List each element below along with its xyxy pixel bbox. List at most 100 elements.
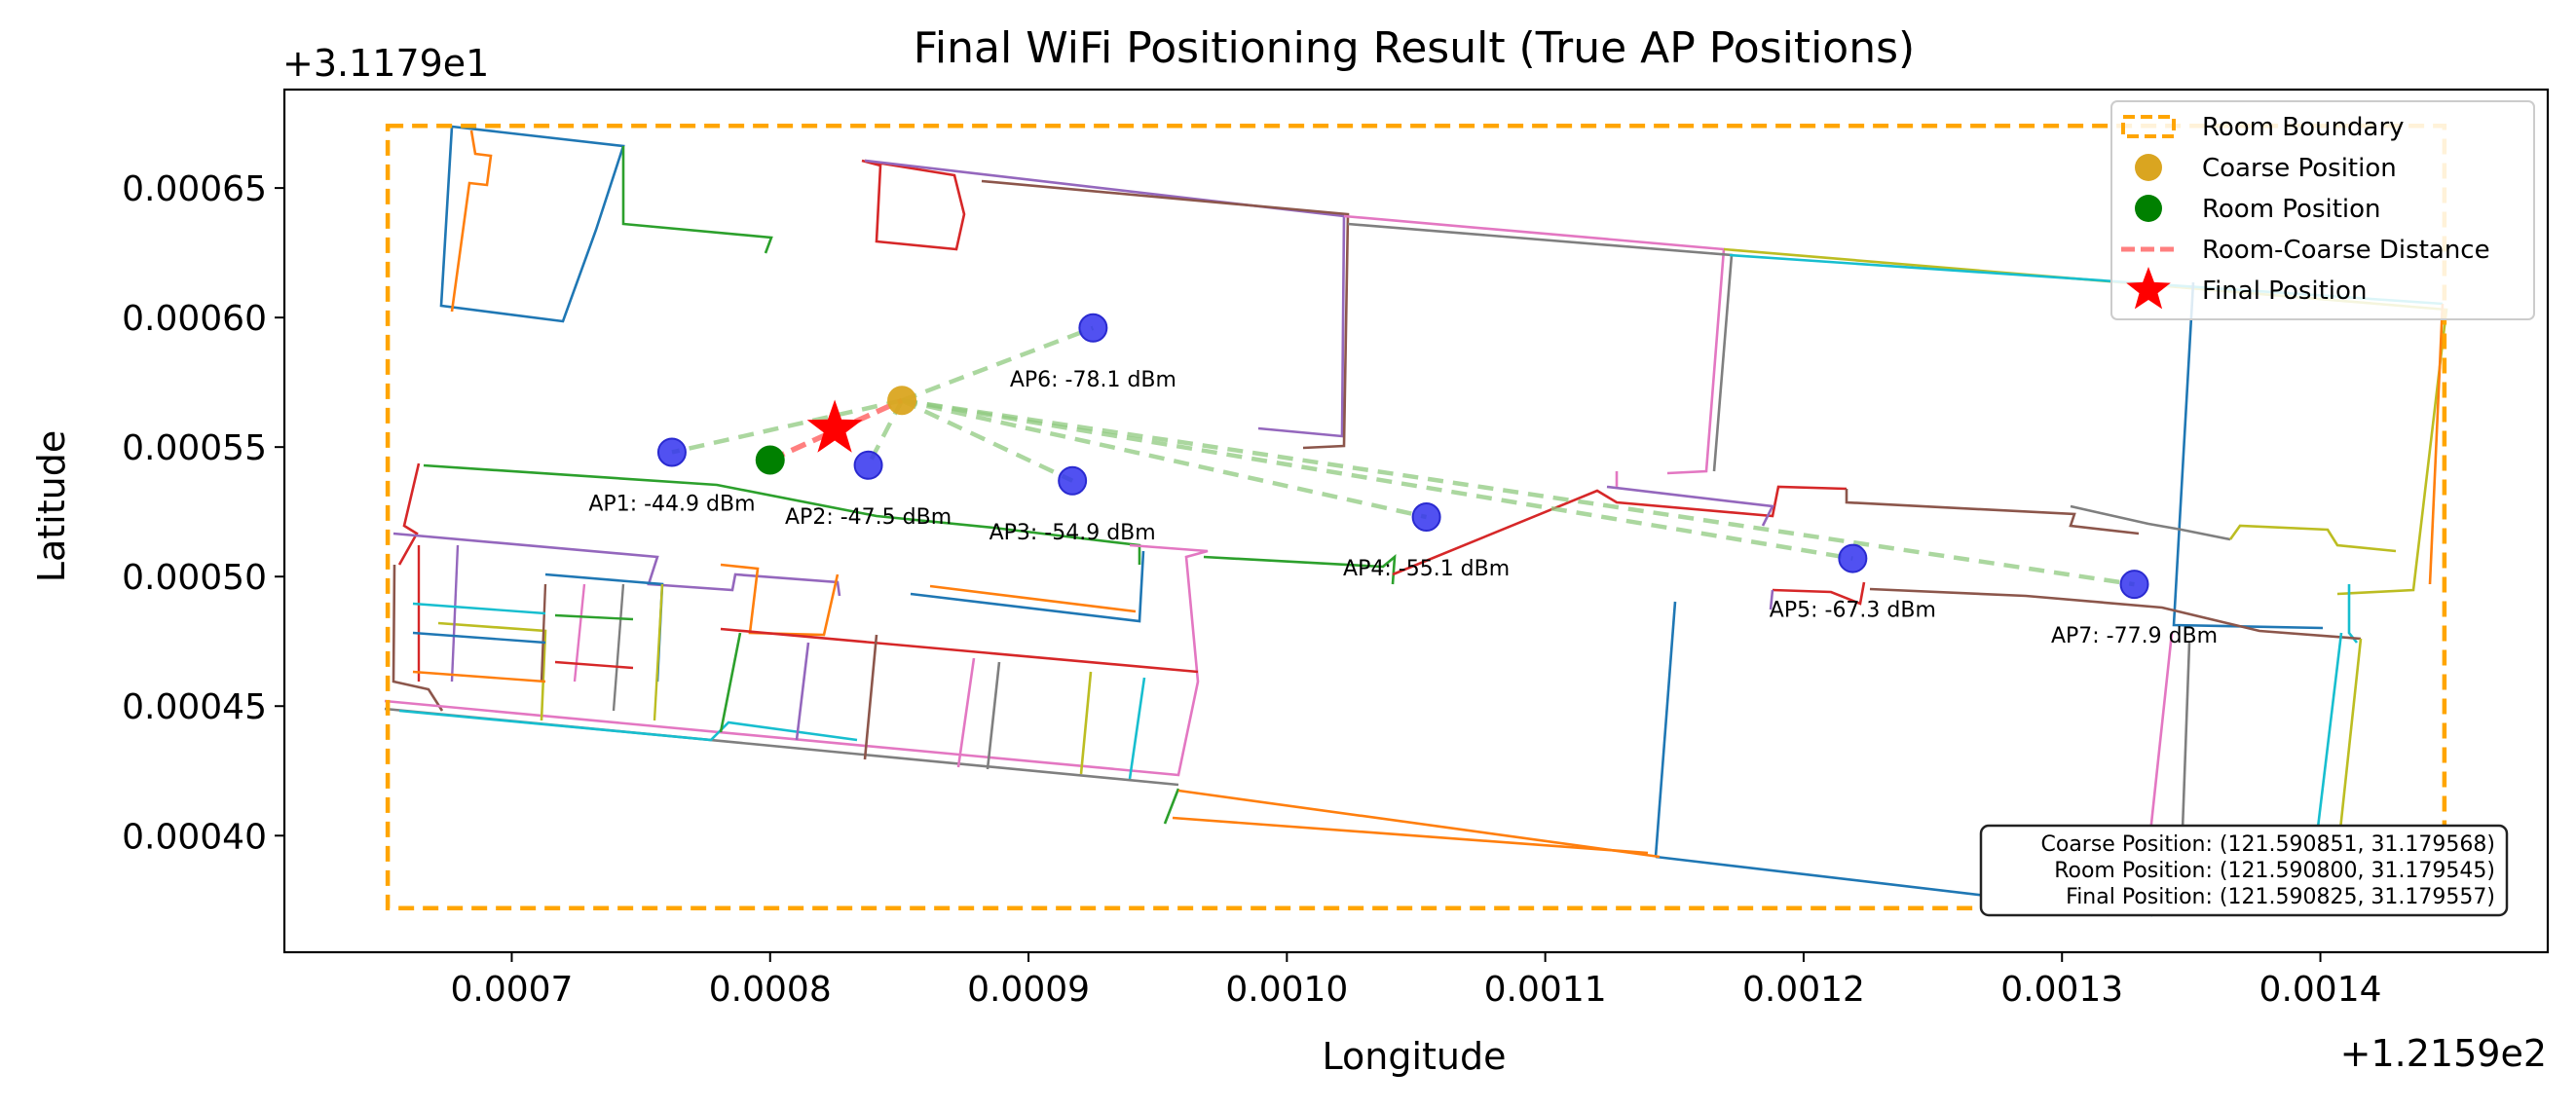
y-axis-label: Latitude: [30, 430, 73, 582]
x-axis-offset: +1.2159e2: [2340, 1032, 2547, 1075]
ap-marker: [656, 437, 687, 467]
floorplan-wall: [956, 657, 976, 768]
floorplan-wall: [554, 613, 634, 621]
ap-marker: [1838, 543, 1868, 573]
floorplan-wall: [2070, 504, 2231, 541]
coarse-position-marker: [887, 386, 917, 416]
floorplan-wall: [1079, 671, 1093, 775]
floorplan-wall: [412, 631, 546, 645]
x-tick-label: 0.0009: [967, 970, 1090, 1010]
floorplan-wall: [1772, 581, 1866, 606]
ap-marker: [1411, 502, 1441, 533]
floorplan-wall: [1606, 485, 1774, 527]
floorplan-wall: [612, 583, 625, 712]
y-tick-label: 0.00040: [122, 817, 267, 857]
floorplan-wall: [864, 159, 1346, 438]
x-tick-label: 0.0007: [450, 970, 573, 1010]
ap-connection-line: [901, 325, 1095, 403]
floorplan-wall: [981, 179, 1350, 450]
ap-marker: [853, 450, 883, 480]
floorplan-wall: [554, 660, 634, 670]
x-axis-label: Longitude: [1323, 1035, 1507, 1078]
floorplan-wall: [392, 564, 444, 712]
floorplan-wall: [1172, 816, 1649, 855]
ap-marker: [1078, 313, 1108, 343]
legend-label: Room-Coarse Distance: [2202, 236, 2490, 265]
ap-marker: [1058, 465, 1088, 496]
ap-label: AP5: -67.3 dBm: [1770, 599, 1936, 623]
legend-label: Room Position: [2202, 195, 2381, 224]
legend-swatch: [2121, 115, 2176, 138]
x-tick-label: 0.0012: [1742, 970, 1865, 1010]
floorplan-wall: [863, 634, 878, 760]
info-box: Coarse Position: (121.590851, 31.179568)…: [1979, 824, 2509, 917]
ap-connection-line: [901, 398, 1428, 520]
ap-label: AP2: -47.5 dBm: [785, 505, 952, 530]
legend-swatch: [2135, 195, 2162, 222]
floorplan-wall: [2428, 303, 2445, 585]
floorplan-wall: [2228, 524, 2397, 553]
floorplan-wall: [1203, 554, 1397, 585]
x-tick-label: 0.0011: [1484, 970, 1607, 1010]
ap-connection-line: [901, 398, 1074, 483]
ap-label: AP7: -77.9 dBm: [2051, 624, 2218, 648]
legend-label: Final Position: [2202, 277, 2367, 306]
ap-connection-line: [901, 398, 2135, 587]
floorplan-wall: [1654, 601, 1677, 858]
floorplan-wall: [1845, 489, 2140, 536]
floorplan-wall: [1343, 214, 1726, 475]
legend-box: [2110, 100, 2535, 320]
floorplan-wall: [439, 125, 625, 323]
floorplan-wall: [573, 583, 586, 683]
floorplan-wall: [1163, 788, 1180, 825]
floorplan-wall: [450, 544, 460, 683]
floorplan-wall: [720, 563, 840, 637]
floorplan-wall: [720, 627, 1199, 674]
floorplan-wall: [795, 642, 810, 741]
floorplan-wall: [437, 621, 547, 721]
x-tick-label: 0.0008: [709, 970, 832, 1010]
floorplan-wall: [2335, 638, 2363, 858]
room-boundary-layer: [385, 123, 2447, 911]
floorplan-wall: [1869, 587, 2362, 641]
floorplan-wall: [412, 602, 546, 615]
floorplan-wall: [910, 550, 1145, 623]
floorplan-wall: [621, 146, 773, 254]
info-line: Coarse Position: (121.590851, 31.179568): [2041, 832, 2496, 857]
floorplan-wall: [653, 583, 664, 721]
info-line: Final Position: (121.590825, 31.179557): [2066, 885, 2495, 909]
info-line: Room Position: (121.590800, 31.179545): [2054, 859, 2495, 883]
floorplan-wall: [2316, 632, 2343, 829]
x-tick-label: 0.0014: [2259, 970, 2382, 1010]
floorplan-wall: [1769, 589, 1774, 610]
floorplan-wall: [1177, 789, 1661, 859]
markers-layer: [656, 313, 2149, 600]
ap-label: AP6: -78.1 dBm: [1010, 368, 1176, 392]
floorplan-wall: [397, 462, 421, 566]
info-box-frame: [1979, 824, 2509, 917]
floorplan-wall: [384, 543, 1209, 777]
floorplan-wall: [719, 632, 742, 733]
y-tick-label: 0.00060: [122, 299, 267, 339]
legend-swatch: [2126, 267, 2171, 310]
floorplan-wall: [1128, 677, 1146, 780]
floorplan-wall: [929, 584, 1137, 613]
room-boundary: [385, 123, 2447, 911]
chart-title: Final WiFi Positioning Result (True AP P…: [914, 23, 1915, 73]
ap-marker: [2119, 570, 2149, 600]
y-tick-label: 0.00065: [122, 169, 267, 209]
y-axis-offset: +3.1179e1: [282, 42, 489, 85]
legend-label: Room Boundary: [2202, 113, 2405, 142]
floorplan-wall: [986, 661, 1001, 770]
floorplan-wall: [392, 532, 841, 597]
axis-ticks: 0.0007 0.0008 0.0009 0.0010 0.0011 0.0012 0.00…: [122, 169, 2381, 1010]
y-tick-label: 0.00045: [122, 687, 267, 727]
ap-labels-layer: AP1: -44.9 dBm AP2: -47.5 dBm AP3: -54.9 d…: [588, 368, 2218, 648]
ap-label: AP4: -55.1 dBm: [1343, 557, 1510, 581]
axes-frame: [282, 88, 2550, 954]
floorplan-wall: [540, 583, 547, 683]
floorplan-walls: [384, 125, 2448, 917]
room-position-marker: [755, 445, 785, 475]
legend-label: Coarse Position: [2202, 154, 2397, 183]
